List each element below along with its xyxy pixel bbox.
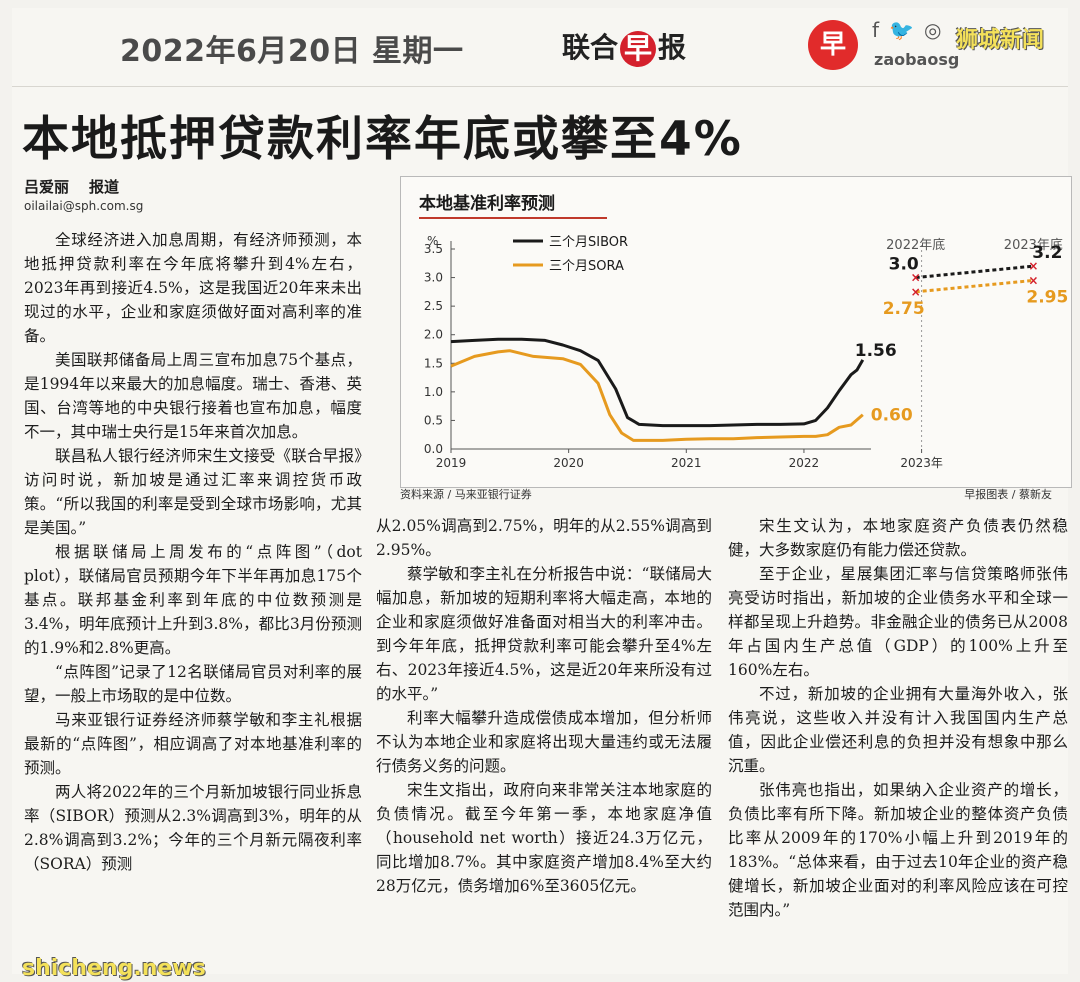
bottom-watermark: shicheng.news	[22, 956, 206, 981]
paragraph: 宋生文认为，本地家庭资产负债表仍然稳健，大多数家庭仍有能力偿还贷款。	[728, 517, 1068, 559]
x-tick-label: 2023年	[900, 456, 943, 470]
paragraph: 蔡学敏和李主礼在分析报告中说：“联储局大幅加息，新加坡的短期利率将大幅走高，本地…	[376, 565, 712, 703]
paragraph: “点阵图”记录了12名联储局官员对利率的展望，一般上市场取的是中位数。	[24, 663, 362, 705]
sora-line	[450, 349, 864, 442]
sibor-last-value: 1.56	[855, 341, 897, 361]
article-headline: 本地抵押贷款利率年底或攀至4%	[22, 112, 743, 167]
sora-forecast-line	[915, 278, 1034, 294]
facebook-icon: f	[872, 18, 880, 42]
legend-label: 三个月SORA	[549, 259, 624, 274]
y-axis-label: %	[427, 234, 438, 248]
rate-forecast-chart: 本地基准利率预测 0.0 0.5 1.0 1.5 2.0 2.5 3.0 3.5% 2019 20…	[400, 176, 1072, 488]
newspaper-page: 2022年6月20日 星期一 联合早报 早 f 🐦 ◎ zaobaosg 狮城新闻 …	[12, 8, 1072, 981]
issue-date: 2022年6月20日 星期一	[120, 34, 464, 69]
paragraph: 马来亚银行证券经济师蔡学敏和李主礼根据最新的“点阵图”，相应调高了对本地基准利率…	[24, 711, 362, 777]
x-tick-label: 2021	[671, 456, 702, 470]
paragraph: 根据联储局上周发布的“点阵图”（dot plot），联储局官员预期今年下半年再加…	[24, 543, 362, 657]
sora-forecast-value: 2.95	[1026, 287, 1068, 307]
y-tick-label: 3.5	[424, 242, 443, 256]
sora-last-value: 0.60	[871, 406, 913, 426]
y-tick-label: 2.0	[424, 328, 443, 342]
article-column-2: 从2.05%调高到2.75%，明年的从2.55%调高到2.95%。 蔡学敏和李主…	[376, 514, 712, 898]
page-header: 2022年6月20日 星期一 联合早报 早 f 🐦 ◎ zaobaosg	[12, 8, 1068, 87]
title-underline	[419, 217, 607, 219]
y-tick-label: 0.0	[424, 442, 443, 456]
forecast-marker: ×	[911, 285, 921, 299]
paragraph: 张伟亮也指出，如果纳入企业资产的增长，负债比率有所下降。新加坡企业的整体资产负债…	[728, 781, 1068, 919]
twitter-icon: 🐦	[889, 18, 914, 42]
zaobao-logo-icon: 早	[808, 20, 858, 70]
x-tick-label: 2020	[553, 456, 584, 470]
y-tick-label: 0.5	[424, 413, 443, 427]
legend-label: 三个月SIBOR	[549, 235, 628, 250]
masthead-suffix: 报	[658, 31, 687, 64]
y-tick-label: 1.0	[424, 385, 443, 399]
paragraph: 从2.05%调高到2.75%，明年的从2.55%调高到2.95%。	[376, 517, 712, 559]
masthead-mark: 早	[620, 31, 657, 67]
social-icons: f 🐦 ◎	[872, 18, 951, 42]
byline: 吕爱丽 报道	[24, 176, 119, 197]
sora-forecast-value: 2.75	[883, 299, 925, 319]
author-name: 吕爱丽	[24, 178, 70, 196]
social-handle: zaobaosg	[874, 50, 960, 69]
instagram-icon: ◎	[923, 18, 942, 42]
sibor-forecast-value: 3.0	[889, 255, 919, 275]
sibor-line	[450, 337, 865, 428]
forecast-marker: ×	[911, 271, 921, 285]
chart-credit: 早报图表 / 蔡新友	[964, 488, 1052, 501]
article-column-3: 宋生文认为，本地家庭资产负债表仍然稳健，大多数家庭仍有能力偿还贷款。 至于企业，…	[728, 514, 1068, 922]
x-tick-label: 2022	[789, 456, 820, 470]
sibor-forecast-value: 3.2	[1032, 243, 1062, 263]
chart-source: 资料来源 / 马来亚银行证券	[400, 488, 532, 501]
forecast-marker: ×	[1028, 273, 1038, 287]
chart-title: 本地基准利率预测	[419, 193, 555, 214]
forecast-marker: ×	[1028, 259, 1038, 273]
plot-area: 0.0 0.5 1.0 1.5 2.0 2.5 3.0 3.5% 2019 2020 2021 202…	[424, 234, 1068, 470]
y-tick-label: 1.5	[424, 356, 443, 370]
sibor-forecast-line	[915, 264, 1034, 280]
chart-svg: 本地基准利率预测 0.0 0.5 1.0 1.5 2.0 2.5 3.0 3.5% 2019 20…	[419, 193, 1068, 470]
forecast-period-label: 2023年底	[1004, 237, 1063, 253]
x-tick-label: 2019	[436, 456, 467, 470]
paragraph: 不过，新加坡的企业拥有大量海外收入，张伟亮说，这些收入并没有计入我国国内生产总值…	[728, 685, 1068, 775]
paragraph: 美国联邦储备局上周三宣布加息75个基点，是1994年以来最大的加息幅度。瑞士、香…	[24, 351, 362, 441]
y-tick-label: 3.0	[424, 271, 443, 285]
y-tick-label: 2.5	[424, 299, 443, 313]
masthead-prefix: 联合	[562, 31, 619, 64]
newspaper-masthead: 联合早报	[562, 26, 686, 67]
paragraph: 宋生文指出，政府向来非常关注本地家庭的负债情况。截至今年第一季，本地家庭净值（h…	[376, 781, 712, 895]
paragraph: 两人将2022年的三个月新加坡银行同业拆息率（SIBOR）预测从2.3%调高到3…	[24, 783, 362, 873]
forecast-period-label: 2022年底	[886, 237, 945, 253]
author-email: oilailai@sph.com.sg	[24, 199, 144, 213]
paragraph: 利率大幅攀升造成偿债成本增加，但分析师不认为本地企业和家庭将出现大量违约或无法履…	[376, 709, 712, 775]
paragraph: 至于企业，星展集团汇率与信贷策略师张伟亮受访时指出，新加坡的企业债务水平和全球一…	[728, 565, 1068, 679]
paragraph: 全球经济进入加息周期，有经济师预测，本地抵押贷款利率在今年底将攀升到4%左右，2…	[24, 231, 362, 345]
top-watermark: 狮城新闻	[956, 28, 1045, 53]
author-role: 报道	[89, 178, 120, 196]
article-column-1: 全球经济进入加息周期，有经济师预测，本地抵押贷款利率在今年底将攀升到4%左右，2…	[24, 228, 362, 876]
paragraph: 联昌私人银行经济师宋生文接受《联合早报》访问时说，新加坡是通过汇率来调控货币政策…	[24, 447, 362, 537]
